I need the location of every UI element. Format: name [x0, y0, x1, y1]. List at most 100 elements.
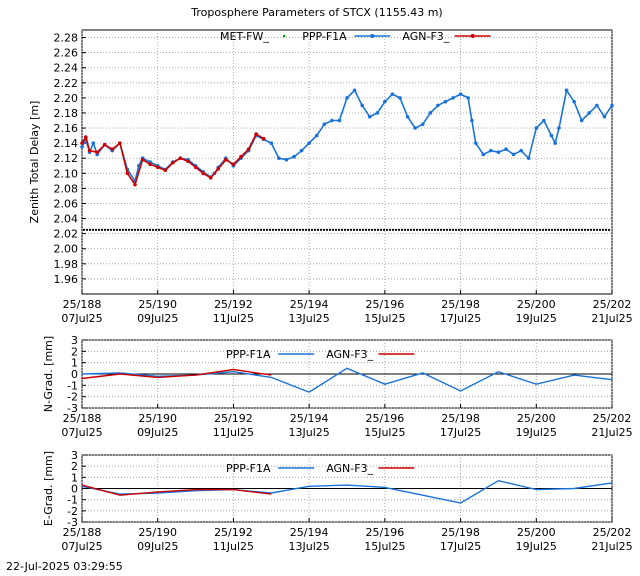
- series-point-agn-f3-: [80, 141, 84, 145]
- met-point: [184, 228, 188, 231]
- met-point: [541, 228, 545, 231]
- met-point: [391, 228, 395, 231]
- met-point: [502, 228, 506, 231]
- met-point: [295, 228, 299, 231]
- x-tick-label-doy: 25/200: [517, 298, 556, 311]
- x-tick-label-doy: 25/198: [441, 412, 480, 425]
- series-point-ppp-f1a: [337, 118, 342, 123]
- series-point-agn-f3-: [254, 132, 258, 136]
- met-point: [268, 228, 272, 231]
- met-point: [334, 228, 338, 231]
- x-tick-label-doy: 25/190: [138, 298, 177, 311]
- series-point-ppp-f1a: [352, 88, 357, 93]
- met-point: [127, 228, 131, 231]
- met-point: [223, 228, 227, 231]
- met-point: [553, 228, 557, 231]
- legend-label: AGN-F3_: [326, 348, 373, 361]
- met-point: [511, 228, 515, 231]
- series-point-ppp-f1a: [587, 111, 592, 115]
- series-point-agn-f3-: [87, 148, 92, 153]
- series-point-agn-f3-: [125, 171, 130, 176]
- series-point-agn-f3-: [163, 168, 168, 173]
- y-tick-label: 1: [71, 357, 78, 370]
- series-point-ppp-f1a: [360, 103, 364, 108]
- met-point: [439, 228, 443, 231]
- y-tick-label: -3: [67, 402, 78, 415]
- met-point: [100, 228, 104, 231]
- met-point: [442, 228, 446, 231]
- x-tick-label-date: 21Jul25: [591, 426, 632, 439]
- series-point-ppp-f1a: [572, 99, 576, 104]
- series-point-agn-f3-: [246, 147, 251, 151]
- x-tick-label-doy: 25/190: [138, 526, 177, 539]
- met-point: [484, 228, 488, 231]
- timestamp: 22-Jul-2025 03:29:55: [6, 560, 123, 573]
- met-point: [532, 228, 536, 231]
- met-point: [385, 228, 389, 231]
- met-point: [235, 228, 239, 231]
- met-point: [307, 228, 311, 231]
- met-point: [241, 228, 245, 231]
- series-point-agn-f3-: [83, 135, 88, 139]
- met-point: [292, 228, 296, 231]
- series-point-ppp-f1a: [489, 148, 493, 153]
- series-point-ppp-f1a: [390, 92, 395, 96]
- series-line-ppp-f1a: [81, 88, 613, 183]
- plot-frame: [81, 29, 613, 295]
- series-line-ppp-f1a: [81, 479, 613, 504]
- series-point-agn-f3-: [261, 136, 266, 141]
- met-point: [196, 228, 200, 231]
- met-point: [343, 228, 347, 231]
- met-point: [550, 228, 554, 231]
- met-point: [526, 228, 530, 231]
- series-point-ppp-f1a: [519, 148, 523, 153]
- x-tick-label-doy: 25/200: [517, 526, 556, 539]
- met-point: [283, 228, 287, 231]
- met-point: [97, 228, 101, 231]
- series-point-agn-f3-: [102, 142, 107, 147]
- met-point: [331, 228, 335, 231]
- y-tick-label: 2.22: [54, 77, 79, 90]
- y-axis-label: N-Grad. [mm]: [42, 336, 55, 412]
- x-tick-label-date: 11Jul25: [213, 426, 254, 439]
- chart-title: Troposphere Parameters of STCX (1155.43 …: [190, 6, 442, 19]
- series-point-ppp-f1a: [269, 141, 274, 145]
- series-point-ppp-f1a: [564, 88, 569, 93]
- series-point-ppp-f1a: [504, 147, 508, 151]
- series-point-ppp-f1a: [428, 111, 433, 115]
- series-point-ppp-f1a: [470, 118, 474, 123]
- legend-label: AGN-F3_: [326, 462, 373, 475]
- met-point: [259, 228, 263, 231]
- met-point: [466, 228, 470, 231]
- met-point: [592, 228, 596, 231]
- met-point: [556, 228, 560, 231]
- met-point: [310, 228, 314, 231]
- met-point: [379, 228, 383, 231]
- met-point: [85, 228, 89, 231]
- series-point-ppp-f1a: [534, 126, 539, 130]
- met-point: [586, 228, 590, 231]
- series-point-agn-f3-: [155, 165, 160, 170]
- met-point: [118, 228, 122, 231]
- met-point: [340, 228, 344, 231]
- x-tick-label-date: 07Jul25: [61, 312, 102, 325]
- met-point: [418, 228, 422, 231]
- x-tick-label-date: 17Jul25: [440, 540, 481, 553]
- met-point: [370, 228, 374, 231]
- y-tick-label: -2: [67, 391, 78, 404]
- met-point: [463, 228, 467, 231]
- met-point: [355, 228, 359, 231]
- met-point: [199, 228, 203, 231]
- y-tick-label: -1: [67, 494, 78, 507]
- met-point: [91, 228, 95, 231]
- met-point: [169, 228, 173, 231]
- legend-label: PPP-F1A: [226, 348, 271, 361]
- met-point: [226, 228, 230, 231]
- y-tick-label: -2: [67, 505, 78, 518]
- series-point-ppp-f1a: [602, 114, 607, 119]
- met-point: [301, 228, 305, 231]
- met-point: [232, 228, 236, 231]
- series-point-agn-f3-: [231, 162, 236, 167]
- met-point: [346, 228, 350, 231]
